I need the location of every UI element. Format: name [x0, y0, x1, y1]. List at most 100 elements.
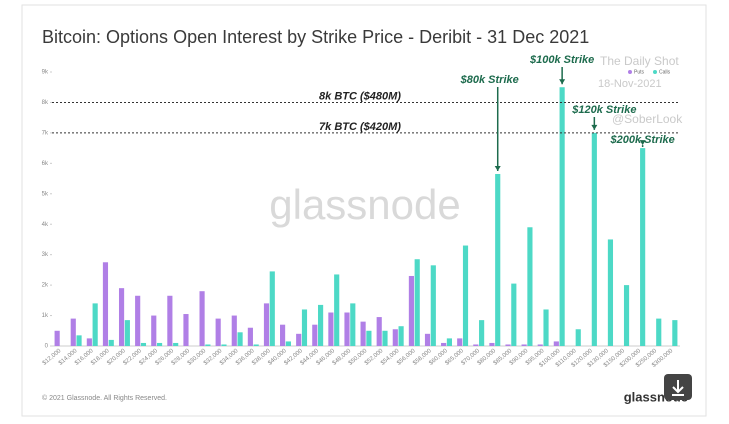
- bar: [553, 341, 559, 346]
- y-tick-label: 6k: [42, 161, 49, 167]
- bar: [301, 309, 308, 346]
- bar: [656, 318, 662, 346]
- y-tick-label: 3k: [42, 252, 49, 258]
- footer: © 2021 Glassnode. All Rights Reserved.: [42, 394, 167, 402]
- bar: [392, 329, 398, 346]
- bar: [366, 330, 372, 346]
- callout-label: $200k Strike: [610, 134, 675, 146]
- bar: [140, 342, 147, 346]
- callout-label: $120k Strike: [571, 104, 636, 116]
- bar: [269, 271, 275, 346]
- y-tick-label: 1k: [42, 313, 49, 319]
- download-button[interactable]: [664, 374, 692, 400]
- legend-label: Puts: [634, 69, 645, 75]
- bar: [70, 318, 76, 346]
- bar: [495, 173, 501, 346]
- bar: [441, 342, 447, 346]
- callout-arrowhead: [494, 165, 501, 171]
- watermark: glassnode: [269, 181, 460, 228]
- bar: [376, 317, 382, 346]
- bar: [205, 344, 211, 346]
- bar: [312, 324, 318, 346]
- reference-label: 8k BTC ($480M): [319, 90, 401, 102]
- bar: [591, 132, 597, 346]
- callout-arrowhead: [591, 124, 598, 130]
- bar: [263, 303, 270, 346]
- bar: [167, 295, 173, 346]
- bar: [457, 338, 463, 346]
- bar: [237, 332, 243, 346]
- callout-arrowhead: [639, 140, 646, 146]
- chart-title: Bitcoin: Options Open Interest by Strike…: [42, 27, 589, 47]
- bar: [173, 342, 179, 346]
- overlay-text: @SoberLook: [612, 112, 683, 126]
- bar: [511, 283, 517, 346]
- bar: [479, 320, 485, 346]
- download-icon[interactable]: [672, 380, 684, 396]
- bar: [318, 304, 324, 346]
- bar: [86, 338, 92, 346]
- legend-swatch: [628, 70, 632, 74]
- bar: [135, 295, 141, 346]
- y-tick-label: 2k: [42, 283, 49, 289]
- callout-arrowhead: [559, 79, 566, 85]
- bar: [344, 312, 350, 346]
- bar: [543, 309, 549, 346]
- bar: [221, 344, 227, 346]
- bar: [473, 344, 479, 346]
- bar: [527, 227, 533, 346]
- bar: [424, 333, 431, 346]
- bar: [118, 288, 125, 346]
- bar: [559, 87, 565, 346]
- bar: [156, 342, 163, 346]
- bar: [398, 326, 404, 346]
- bar: [183, 314, 189, 346]
- legend-swatch: [653, 70, 657, 74]
- bar: [408, 275, 414, 346]
- bar: [430, 265, 436, 346]
- overlay-text: 18-Nov-2021: [598, 78, 662, 90]
- bar: [108, 339, 114, 346]
- bar: [296, 333, 302, 346]
- bar: [280, 324, 286, 346]
- bar: [607, 239, 614, 346]
- legend-label: Calls: [659, 69, 671, 75]
- bar: [446, 338, 452, 346]
- y-tick-label: 4k: [42, 222, 49, 228]
- bar: [672, 320, 678, 346]
- bar: [253, 344, 259, 346]
- callout-label: $100k Strike: [529, 54, 594, 66]
- bar: [102, 262, 109, 346]
- y-tick-label: 0: [45, 344, 49, 350]
- bar: [640, 148, 646, 346]
- bar: [92, 303, 98, 346]
- bar: [521, 344, 527, 346]
- bar: [247, 327, 253, 346]
- bar: [334, 274, 340, 346]
- callout-label: $80k Strike: [460, 74, 519, 86]
- bar: [199, 291, 205, 346]
- bar: [462, 245, 469, 346]
- bar: [537, 344, 543, 346]
- y-tick-label: 7k: [42, 130, 49, 136]
- bar: [215, 318, 221, 346]
- y-tick-label: 8k: [42, 100, 49, 106]
- bar: [575, 329, 581, 346]
- bar: [285, 341, 291, 346]
- bar: [328, 312, 334, 346]
- reference-label: 7k BTC ($420M): [319, 121, 401, 133]
- bar: [489, 342, 495, 346]
- bar: [231, 315, 237, 346]
- y-tick-label: 9k: [42, 70, 49, 76]
- bar: [54, 330, 60, 346]
- bar: [414, 259, 420, 346]
- bar: [151, 315, 157, 346]
- bar: [382, 330, 388, 346]
- bar: [350, 303, 356, 346]
- bar: [623, 285, 630, 346]
- bar: [76, 335, 82, 346]
- bar: [124, 320, 130, 346]
- bar: [360, 321, 366, 346]
- bar: [505, 344, 511, 346]
